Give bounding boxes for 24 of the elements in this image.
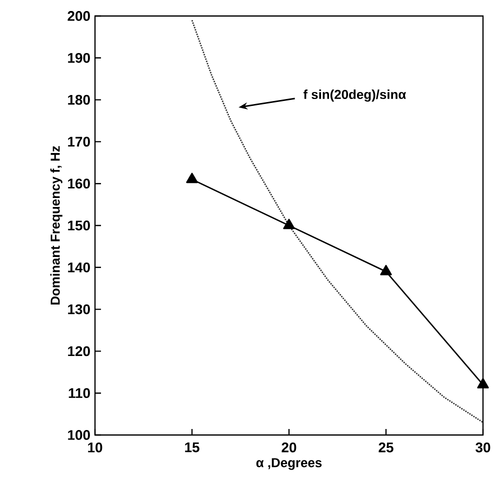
x-tick-label: 25 — [378, 442, 394, 452]
y-axis-title: Dominant Frequency f, Hz — [50, 146, 62, 305]
point — [186, 172, 198, 184]
y-tick-label: 170 — [68, 136, 90, 147]
line-series — [191, 19, 483, 424]
y-tick-label: 110 — [68, 388, 90, 398]
point — [380, 264, 392, 276]
annotation: f sin(20deg)/sinα — [303, 90, 406, 102]
x-tick-label: 15 — [185, 442, 200, 452]
y-tick-label: 200 — [68, 11, 90, 21]
y-tick-label: 100 — [68, 430, 90, 440]
point — [283, 218, 295, 230]
y-tick-label: 140 — [68, 262, 90, 272]
y-tick-label: 160 — [68, 178, 90, 189]
y-tick-label: 120 — [68, 346, 90, 356]
y-tick-label: 180 — [68, 94, 90, 105]
y-tick-label: 150 — [68, 220, 90, 230]
x-axis-title: α ,Degrees — [256, 458, 322, 470]
y-tick-label: 130 — [68, 304, 90, 314]
point — [477, 378, 489, 388]
y-tick-label: 190 — [68, 52, 90, 63]
x-tick-label: 10 — [88, 442, 102, 452]
x-tick-label: 20 — [282, 442, 296, 452]
x-tick-label: 30 — [476, 442, 490, 452]
